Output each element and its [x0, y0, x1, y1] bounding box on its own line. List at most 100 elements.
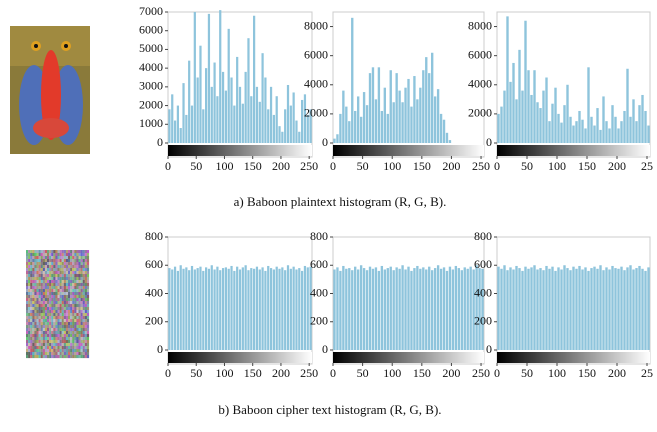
- noise-pixel: [42, 274, 45, 278]
- noise-pixel: [42, 289, 45, 293]
- noise-pixel: [42, 337, 45, 341]
- noise-pixel: [84, 316, 87, 320]
- noise-pixel: [47, 349, 50, 353]
- noise-pixel: [74, 259, 77, 263]
- noise-pixel: [28, 310, 31, 314]
- noise-pixel: [32, 262, 35, 266]
- noise-pixel: [84, 337, 87, 341]
- noise-pixel: [32, 280, 35, 284]
- bar: [569, 116, 572, 143]
- bar: [250, 96, 253, 143]
- noise-pixel: [76, 319, 79, 323]
- bar: [292, 92, 295, 143]
- noise-pixel: [72, 262, 75, 266]
- noise-pixel: [61, 322, 64, 326]
- noise-pixel: [68, 268, 71, 272]
- y-tick-label: 600: [145, 257, 163, 271]
- noise-pixel: [76, 283, 79, 287]
- noise-pixel: [86, 286, 90, 290]
- noise-pixel: [76, 349, 79, 353]
- noise-pixel: [65, 253, 69, 257]
- bar: [395, 73, 398, 143]
- noise-pixel: [82, 337, 85, 341]
- noise-pixel: [55, 325, 58, 329]
- noise-pixel: [28, 325, 31, 329]
- noise-pixel: [72, 259, 75, 263]
- bar: [351, 17, 354, 144]
- noise-pixel: [65, 313, 69, 317]
- noise-pixel: [76, 259, 79, 263]
- noise-pixel: [59, 319, 62, 323]
- noise-pixel: [86, 253, 90, 257]
- bar: [629, 116, 632, 143]
- y-tick-label: 7000: [139, 4, 163, 18]
- noise-pixel: [47, 301, 50, 305]
- noise-pixel: [78, 286, 81, 290]
- bar: [205, 267, 208, 350]
- bar: [345, 268, 348, 350]
- noise-pixel: [86, 292, 90, 296]
- noise-pixel: [59, 331, 62, 335]
- noise-pixel: [80, 259, 83, 263]
- noise-pixel: [47, 253, 50, 257]
- noise-pixel: [65, 340, 69, 344]
- y-tick-label: 4000: [304, 77, 328, 91]
- noise-pixel: [38, 310, 41, 314]
- noise-pixel: [70, 319, 73, 323]
- bar: [551, 103, 554, 143]
- noise-pixel: [80, 319, 83, 323]
- noise-pixel: [57, 265, 60, 269]
- y-tick-label: 8000: [304, 18, 328, 32]
- noise-pixel: [72, 286, 75, 290]
- bar: [362, 92, 366, 143]
- noise-pixel: [68, 349, 71, 353]
- noise-pixel: [65, 346, 69, 350]
- noise-pixel: [65, 295, 69, 299]
- noise-pixel: [57, 250, 60, 254]
- bar: [244, 265, 247, 350]
- noise-pixel: [53, 271, 56, 275]
- noise-pixel: [49, 337, 52, 341]
- x-tick-label: 50: [521, 366, 533, 380]
- noise-pixel: [86, 289, 90, 293]
- bar: [590, 116, 593, 143]
- noise-pixel: [82, 352, 85, 356]
- noise-pixel: [65, 331, 69, 335]
- noise-pixel: [32, 325, 35, 329]
- noise-pixel: [86, 322, 90, 326]
- noise-pixel: [72, 337, 75, 341]
- bar: [281, 267, 284, 350]
- noise-pixel: [47, 280, 50, 284]
- bar: [497, 113, 500, 143]
- noise-pixel: [76, 334, 79, 338]
- noise-pixel: [86, 307, 90, 311]
- noise-pixel: [61, 283, 64, 287]
- noise-pixel: [59, 292, 62, 296]
- baboon-image: [10, 26, 90, 154]
- bar: [584, 128, 587, 143]
- noise-pixel: [55, 286, 58, 290]
- x-tick-label: 100: [548, 159, 566, 173]
- noise-pixel: [49, 259, 52, 263]
- bar: [611, 265, 614, 350]
- noise-pixel: [80, 250, 83, 254]
- bar: [416, 265, 419, 350]
- noise-pixel: [49, 265, 52, 269]
- noise-pixel: [76, 331, 79, 335]
- noise-pixel: [55, 319, 58, 323]
- noise-pixel: [36, 310, 39, 314]
- noise-pixel: [32, 250, 35, 254]
- noise-pixel: [82, 292, 85, 296]
- noise-pixel: [34, 280, 37, 284]
- bar: [199, 266, 202, 350]
- noise-pixel: [26, 346, 29, 350]
- noise-pixel: [34, 271, 37, 275]
- noise-pixel: [57, 253, 60, 257]
- y-tick-label: 200: [310, 314, 328, 328]
- noise-pixel: [53, 265, 56, 269]
- noise-pixel: [53, 310, 56, 314]
- bar: [521, 90, 524, 143]
- bar: [207, 268, 211, 350]
- noise-pixel: [57, 280, 60, 284]
- bar: [647, 125, 650, 143]
